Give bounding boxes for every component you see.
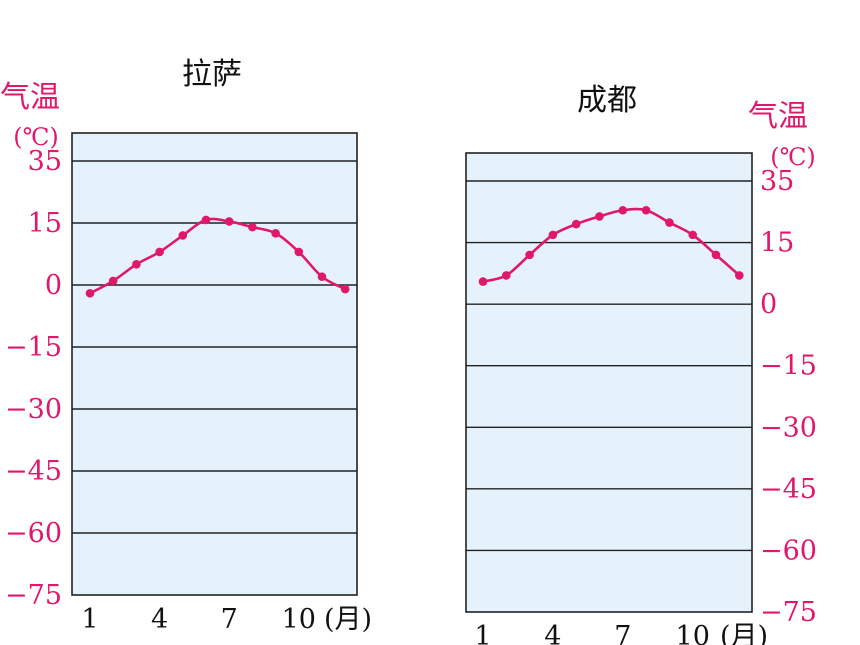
data-point (340, 284, 350, 294)
data-point (132, 260, 141, 269)
data-point (108, 276, 118, 286)
y-tick-label: 15 (28, 208, 62, 239)
y-tick-label: −60 (760, 535, 817, 566)
data-point (688, 230, 697, 240)
chart-chengdu: 35 15 0 −15 −30 −45 −60 −75 成都 气温 (℃) 1 4 7 10 (月) (465, 83, 817, 645)
x-axis-unit: (月) (720, 621, 768, 645)
y-tick-label: −15 (5, 332, 62, 363)
y-tick-label: −75 (5, 580, 62, 611)
data-point (735, 271, 744, 280)
x-axis-unit: (月) (324, 604, 372, 635)
x-tick-label: 1 (81, 604, 98, 635)
y-axis-label: 气温 (748, 99, 808, 134)
x-tick-label: 1 (474, 621, 491, 645)
data-point (271, 229, 280, 238)
y-tick-label: −75 (760, 597, 817, 628)
x-tick-label: 10 (282, 604, 316, 635)
data-point (478, 277, 488, 286)
y-axis-unit: (℃) (13, 123, 59, 151)
y-axis-unit: (℃) (770, 143, 816, 171)
y-tick-label: −45 (760, 474, 817, 505)
x-tick-label: 7 (614, 621, 631, 645)
data-point (525, 250, 534, 260)
y-tick-label: 15 (760, 228, 794, 259)
y-tick-label: 35 (28, 146, 62, 177)
y-tick-label: −30 (760, 412, 817, 443)
x-tick-label: 4 (544, 621, 561, 645)
data-point (155, 247, 164, 257)
data-point (178, 231, 188, 240)
data-point (201, 215, 211, 225)
data-point (502, 271, 511, 280)
data-point (294, 247, 304, 257)
chart-title: 成都 (577, 83, 637, 118)
plot-area (71, 132, 358, 596)
chart-title: 拉萨 (182, 57, 242, 92)
data-point (571, 219, 581, 229)
y-tick-label: 0 (45, 270, 62, 301)
x-tick-label: 4 (151, 604, 168, 635)
data-point (248, 222, 257, 232)
y-tick-label: −30 (5, 394, 62, 425)
y-tick-label: 0 (760, 289, 777, 320)
data-point (224, 217, 234, 226)
x-tick-label: 10 (676, 621, 710, 645)
y-tick-label: −15 (760, 351, 817, 382)
y-tick-label: −60 (5, 518, 62, 549)
data-point (85, 288, 95, 298)
x-tick-label: 7 (221, 604, 238, 635)
data-point (618, 205, 628, 215)
y-tick-label: −45 (5, 456, 62, 487)
data-point (711, 250, 721, 260)
data-point (548, 230, 558, 240)
data-point (317, 272, 327, 282)
plot-area (465, 152, 753, 613)
y-axis-label: 气温 (0, 80, 60, 115)
data-point (641, 205, 651, 215)
data-point (665, 218, 674, 227)
data-point (595, 212, 604, 221)
y-tick-label: 35 (760, 166, 794, 197)
